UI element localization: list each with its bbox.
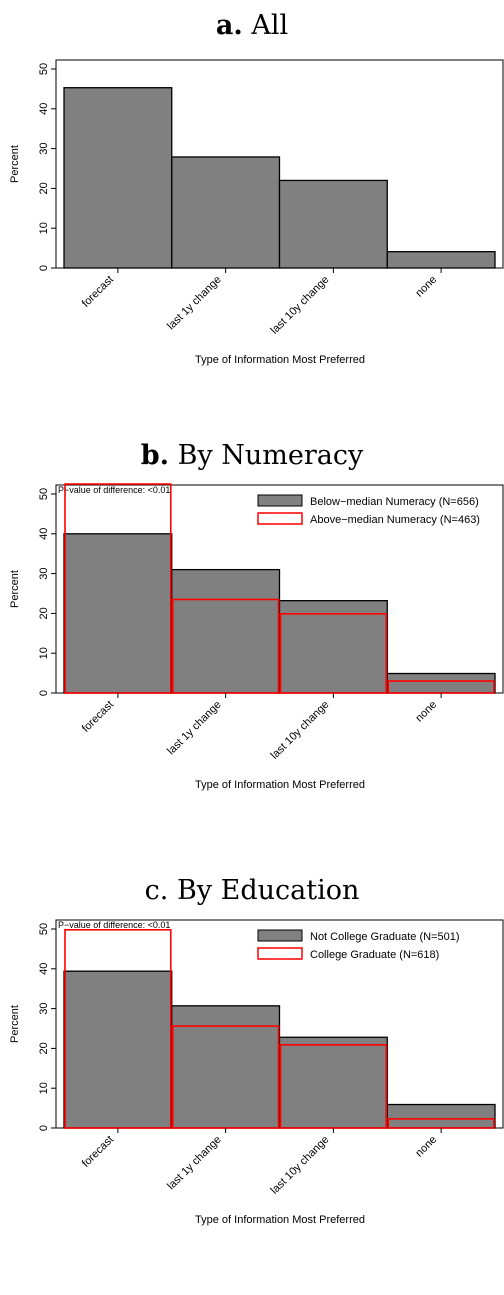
y-tick-label: 40 — [38, 528, 50, 540]
bar-last-1y-change — [171, 1005, 281, 1129]
bar-forecast — [63, 87, 173, 269]
title-text: All — [251, 10, 289, 41]
title-text: By Numeracy — [177, 440, 364, 471]
bar-last-1y-change — [171, 568, 281, 694]
bar-last-10y-change — [278, 1036, 388, 1129]
bar-last-10y-change — [278, 179, 388, 269]
x-tick-label: last 1y change — [165, 699, 224, 758]
chart-c: 0 10 20 30 40 50 Percent forecast last 1y change… — [9, 919, 504, 1226]
p-value-annotation: P−value of difference: <0.01 — [58, 920, 170, 930]
legend-swatch — [257, 929, 303, 942]
y-axis-label: Percent — [9, 145, 21, 183]
x-tick-label: forecast — [80, 1134, 116, 1170]
bar-none — [386, 1103, 496, 1129]
y-tick-label: 10 — [38, 647, 50, 659]
legend-label: Below−median Numeracy (N=656) — [310, 496, 479, 508]
x-tick-label: last 10y change — [269, 274, 332, 337]
chart-a: 0 10 20 30 40 50 Percent forecast last 1y change… — [9, 59, 504, 366]
y-tick-label: 20 — [38, 1042, 50, 1054]
y-tick-label: 30 — [38, 1002, 50, 1014]
bar-last-1y-change — [171, 156, 281, 269]
y-tick-label: 50 — [38, 923, 50, 935]
title-prefix: c. — [144, 875, 169, 906]
y-tick-label: 0 — [38, 1125, 50, 1131]
x-axis-label: Type of Information Most Preferred — [195, 779, 365, 791]
y-tick-label: 40 — [38, 103, 50, 115]
legend-label: Not College Graduate (N=501) — [310, 931, 460, 943]
y-tick-label: 20 — [38, 607, 50, 619]
y-axis-label: Percent — [9, 1005, 21, 1043]
y-tick-label: 0 — [38, 265, 50, 271]
legend-label: College Graduate (N=618) — [310, 949, 439, 961]
bar-none — [386, 251, 496, 269]
p-value-annotation: P−value of difference: <0.01 — [58, 485, 170, 495]
chart-title: c. By Education — [0, 875, 504, 906]
x-axis-label: Type of Information Most Preferred — [195, 1214, 365, 1226]
bar-none — [386, 672, 496, 694]
legend-swatch — [257, 512, 303, 525]
y-tick-label: 50 — [38, 63, 50, 75]
chart-title: a. All — [0, 10, 504, 41]
legend-swatch — [257, 947, 303, 960]
y-tick-label: 0 — [38, 690, 50, 696]
y-tick-label: 30 — [38, 142, 50, 154]
x-tick-label: none — [413, 274, 439, 300]
legend-label: Above−median Numeracy (N=463) — [310, 514, 480, 526]
x-tick-label: last 1y change — [165, 274, 224, 333]
legend-swatch — [257, 494, 303, 507]
x-tick-label: last 10y change — [269, 1134, 332, 1197]
bar-forecast — [63, 970, 173, 1129]
y-tick-label: 10 — [38, 222, 50, 234]
title-prefix: b. — [140, 440, 170, 471]
panel-a: a. All 0 10 20 30 40 50 Percent forecast last 1y… — [0, 0, 504, 410]
y-tick-label: 10 — [38, 1082, 50, 1094]
y-tick-label: 20 — [38, 182, 50, 194]
chart-b: 0 10 20 30 40 50 Percent forecast last 1y change… — [9, 483, 504, 791]
x-axis-label: Type of Information Most Preferred — [195, 354, 365, 366]
x-tick-label: last 10y change — [269, 699, 332, 762]
title-prefix: a. — [215, 10, 243, 41]
chart-title: b. By Numeracy — [0, 440, 504, 471]
y-tick-label: 30 — [38, 567, 50, 579]
x-tick-label: forecast — [80, 699, 116, 735]
y-tick-label: 40 — [38, 963, 50, 975]
title-text: By Education — [176, 875, 360, 906]
x-tick-label: none — [413, 1134, 439, 1160]
x-tick-label: none — [413, 699, 439, 725]
y-axis-label: Percent — [9, 570, 21, 608]
x-tick-label: forecast — [80, 274, 116, 310]
panel-c: c. By Education 0 10 20 30 40 50 Percent foreca… — [0, 870, 504, 1281]
bar-forecast — [63, 533, 173, 694]
y-tick-label: 50 — [38, 488, 50, 500]
x-tick-label: last 1y change — [165, 1134, 224, 1193]
panel-b: b. By Numeracy 0 10 20 30 40 50 Percent forecas… — [0, 435, 504, 855]
